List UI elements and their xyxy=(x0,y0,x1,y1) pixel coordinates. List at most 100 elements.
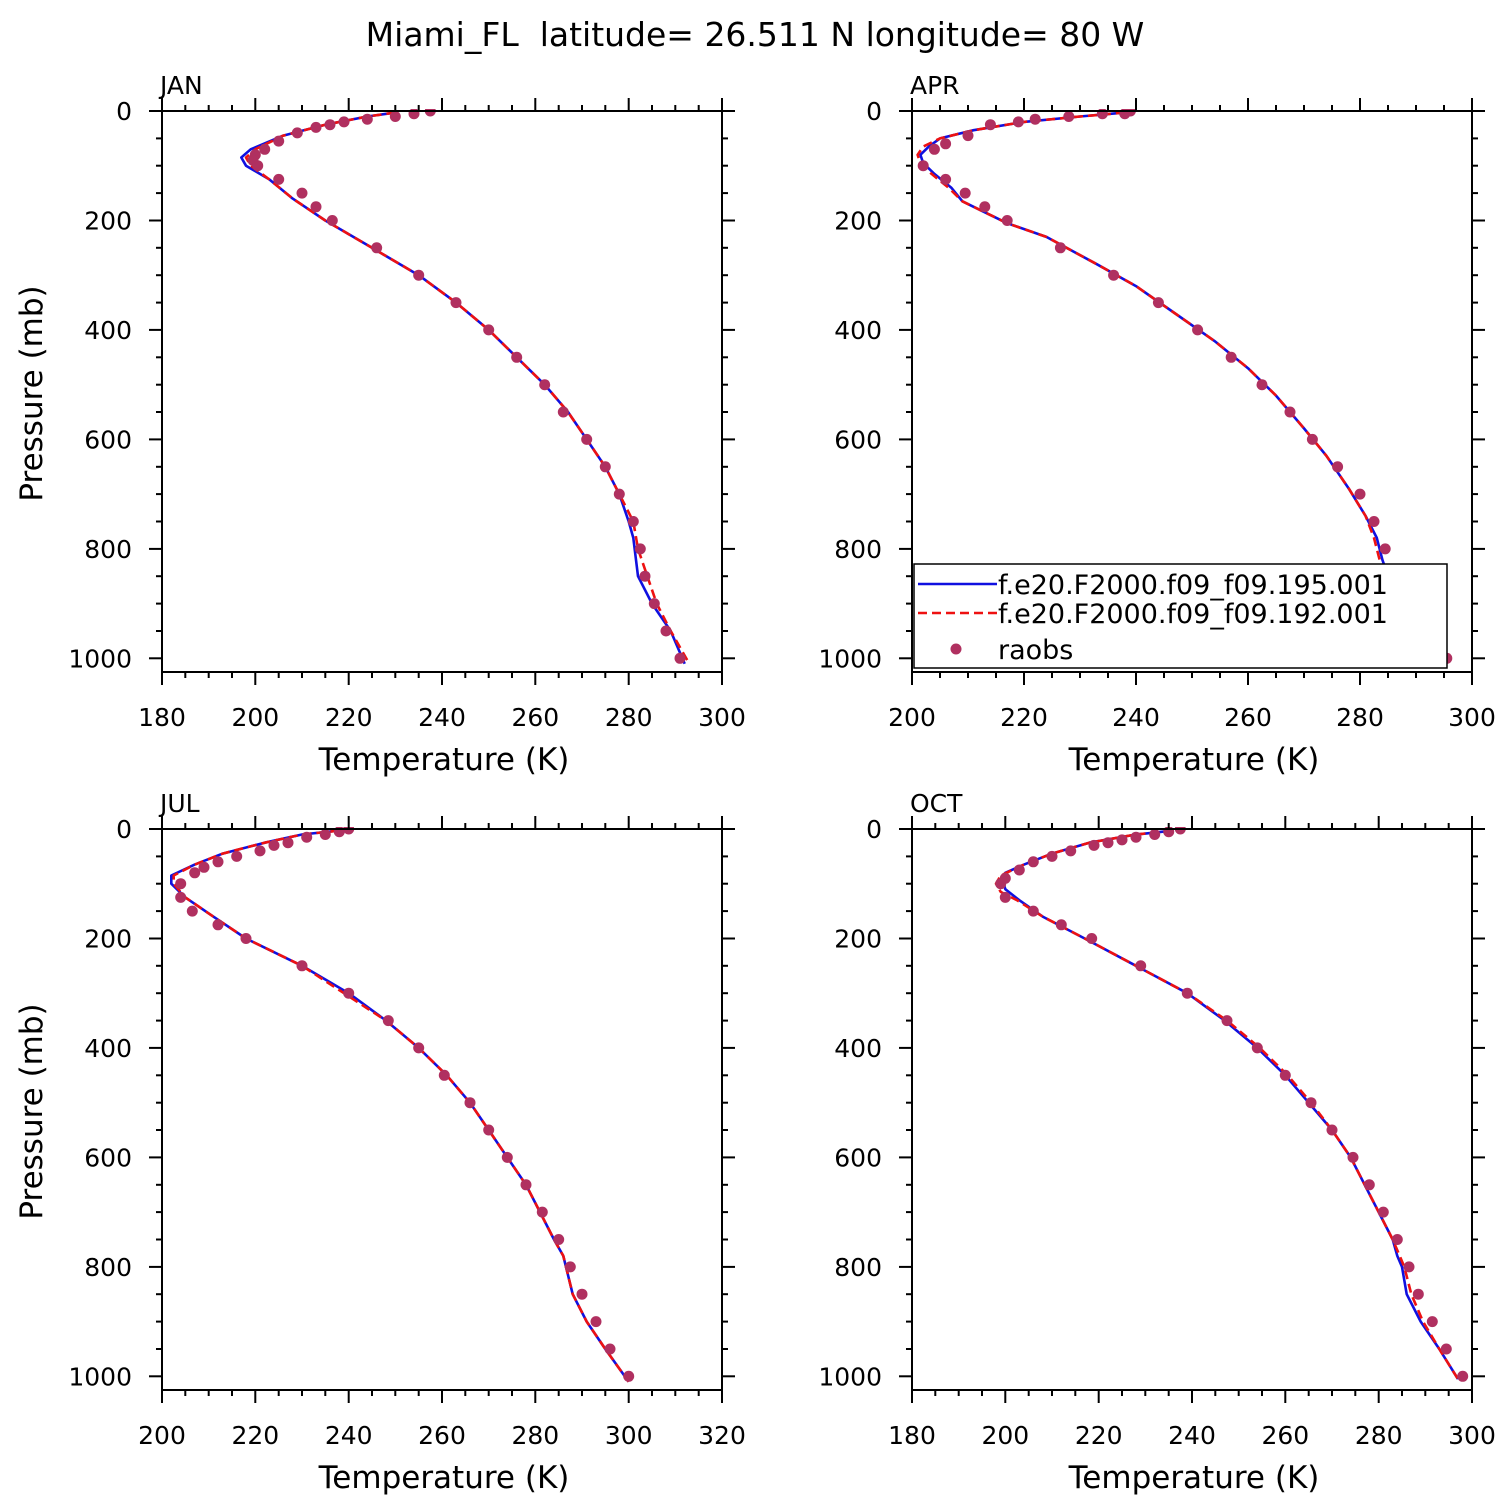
x-axis-label: Temperature (K) xyxy=(1068,742,1320,778)
raobs-point-25 xyxy=(536,1206,548,1218)
raobs-point-21 xyxy=(464,1097,476,1109)
raobs-point-5 xyxy=(1012,116,1024,128)
raobs-point-6 xyxy=(310,121,322,133)
raobs-point-7 xyxy=(962,130,974,142)
y-tick-label: 800 xyxy=(84,535,132,564)
raobs-point-27 xyxy=(627,516,639,527)
raobs-point-21 xyxy=(511,351,523,363)
raobs-point-4 xyxy=(338,116,350,128)
figure-title: Miami_FL latitude= 26.511 N longitude= 8… xyxy=(366,15,1145,54)
raobs-point-12 xyxy=(959,187,971,199)
raobs-point-22 xyxy=(1305,1097,1317,1109)
x-tick-label: 280 xyxy=(605,703,653,732)
raobs-point-20 xyxy=(1256,379,1268,391)
y-tick-label: 0 xyxy=(116,815,132,844)
x-axis-label: Temperature (K) xyxy=(1068,1460,1320,1496)
raobs-point-22 xyxy=(1306,433,1318,445)
y-tick-label: 400 xyxy=(84,1034,132,1063)
x-tick-label: 300 xyxy=(698,703,746,732)
raobs-point-13 xyxy=(273,173,285,185)
x-tick-label: 300 xyxy=(1448,1421,1496,1450)
y-tick-label: 400 xyxy=(834,1034,882,1063)
raobs-point-19 xyxy=(1221,1015,1233,1027)
raobs-point-22 xyxy=(483,1124,495,1136)
raobs-point-5 xyxy=(324,119,336,131)
series-line-192 xyxy=(244,111,691,665)
panel-title: OCT xyxy=(910,789,963,818)
raobs-point-13 xyxy=(979,201,991,213)
y-tick-label: 200 xyxy=(834,925,882,954)
series-line-195 xyxy=(170,829,630,1383)
legend-label: f.e20.F2000.f09_f09.192.001 xyxy=(998,599,1388,630)
x-tick-label: 200 xyxy=(138,1421,186,1450)
raobs-point-16 xyxy=(1108,269,1120,281)
raobs-point-21 xyxy=(1284,406,1296,418)
raobs-point-14 xyxy=(1001,215,1013,226)
raobs-point-20 xyxy=(438,1069,450,1081)
panel-jan: 180 200 220 240 260 280 300 0 200 400 600 800 1000 JA… xyxy=(14,71,746,778)
raobs-point-29 xyxy=(1412,1288,1424,1300)
raobs-point-18 xyxy=(1181,987,1193,999)
raobs-point-24 xyxy=(581,433,593,445)
raobs-point-11 xyxy=(940,173,952,185)
x-tick-label: 220 xyxy=(231,1421,279,1450)
raobs-point-1 xyxy=(1119,109,1131,120)
raobs-point-25 xyxy=(1368,516,1380,527)
y-tick-label: 600 xyxy=(84,425,132,454)
y-tick-label: 1000 xyxy=(68,1362,132,1391)
raobs-point-28 xyxy=(576,1288,588,1300)
y-tick-label: 0 xyxy=(866,815,882,844)
raobs-point-30 xyxy=(604,1343,616,1355)
x-tick-label: 240 xyxy=(1112,703,1160,732)
y-tick-label: 400 xyxy=(834,316,882,345)
raobs-point-6 xyxy=(1088,839,1100,851)
raobs-point-14 xyxy=(296,187,308,199)
series-line-195 xyxy=(240,111,686,665)
y-tick-label: 600 xyxy=(84,1143,132,1172)
y-tick-label: 800 xyxy=(84,1253,132,1282)
raobs-point-13 xyxy=(999,891,1011,903)
raobs-point-15 xyxy=(310,201,322,213)
panel-title: JUL xyxy=(158,789,200,818)
raobs-point-9 xyxy=(928,143,940,155)
x-tick-label: 180 xyxy=(888,1421,936,1450)
raobs-point-28 xyxy=(634,543,646,555)
raobs-point-5 xyxy=(268,839,280,851)
x-tick-label: 320 xyxy=(698,1421,746,1450)
plot-area xyxy=(170,827,635,1383)
raobs-point-24 xyxy=(1347,1151,1359,1163)
x-tick-label: 200 xyxy=(888,703,936,732)
raobs-point-3 xyxy=(1130,831,1142,843)
raobs-point-4 xyxy=(282,837,294,849)
raobs-point-4 xyxy=(1116,834,1128,846)
raobs-point-12 xyxy=(175,891,187,903)
raobs-point-1 xyxy=(333,827,345,838)
raobs-point-26 xyxy=(1379,543,1391,555)
raobs-point-14 xyxy=(1027,905,1039,917)
x-tick-label: 260 xyxy=(1224,703,1272,732)
raobs-point-2 xyxy=(1149,829,1161,840)
legend: f.e20.F2000.f09_f09.195.001f.e20.F2000.f… xyxy=(913,563,1448,669)
raobs-point-23 xyxy=(557,406,569,418)
plot-area xyxy=(994,827,1469,1382)
x-tick-label: 280 xyxy=(1355,1421,1403,1450)
raobs-point-15 xyxy=(1055,919,1067,931)
raobs-point-16 xyxy=(326,215,338,226)
x-axis-label: Temperature (K) xyxy=(318,742,570,778)
raobs-point-3 xyxy=(361,113,373,125)
raobs-point-7 xyxy=(291,127,303,139)
raobs-point-9 xyxy=(1027,856,1039,868)
raobs-point-32 xyxy=(1457,1370,1469,1382)
raobs-point-10 xyxy=(917,160,929,172)
raobs-point-25 xyxy=(599,461,611,473)
raobs-point-23 xyxy=(501,1151,513,1163)
legend-box xyxy=(913,563,1448,669)
raobs-point-30 xyxy=(1426,1316,1438,1328)
x-tick-label: 240 xyxy=(418,703,466,732)
legend-label: f.e20.F2000.f09_f09.195.001 xyxy=(998,570,1388,601)
raobs-point-12 xyxy=(252,160,264,172)
panels: 180 200 220 240 260 280 300 0 200 400 600 800 1000 JA… xyxy=(14,71,1496,1496)
raobs-point-8 xyxy=(273,135,285,147)
x-tick-label: 260 xyxy=(418,1421,466,1450)
y-tick-label: 0 xyxy=(116,97,132,126)
